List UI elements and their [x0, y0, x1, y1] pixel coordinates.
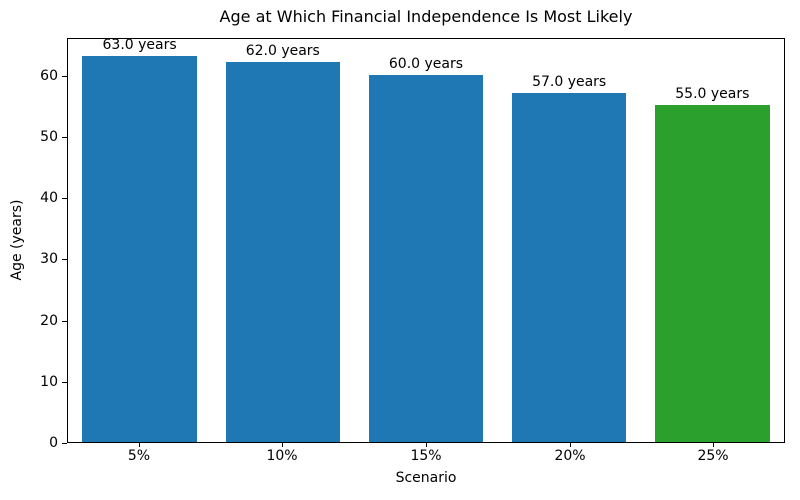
y-tick-label: 30	[40, 251, 58, 267]
y-axis-label: Age (years)	[9, 199, 25, 281]
x-axis-label: Scenario	[395, 470, 457, 486]
y-tick-mark	[62, 137, 67, 138]
bar-value-label: 60.0 years	[388, 55, 464, 72]
x-tick-label: 10%	[266, 448, 298, 464]
bar-15%	[368, 74, 484, 442]
chart-title: Age at Which Financial Independence Is M…	[219, 7, 633, 26]
x-tick-label: 25%	[697, 448, 729, 464]
bar-slot-15%: 60.0 years	[354, 39, 497, 442]
y-tick-mark	[62, 443, 67, 444]
bar-slot-5%: 63.0 years	[68, 37, 211, 442]
x-tick-mark	[282, 443, 283, 447]
x-tick-label: 15%	[410, 448, 442, 464]
y-tick-label: 60	[40, 68, 58, 84]
y-tick-mark	[62, 382, 67, 383]
x-tick-mark	[713, 443, 714, 447]
x-tick-mark	[139, 443, 140, 447]
y-tick-mark	[62, 76, 67, 77]
x-tick-label: 5%	[127, 448, 151, 464]
bar-slot-10%: 62.0 years	[211, 39, 354, 442]
plot-area: 63.0 years 62.0 years 60.0 years 57.0 years…	[67, 37, 785, 443]
bar-10%	[225, 62, 341, 442]
x-tick-mark	[426, 443, 427, 447]
bar-5%	[82, 56, 197, 442]
y-tick-mark	[62, 321, 67, 322]
y-tick-label: 0	[49, 435, 58, 451]
y-tick-label: 20	[40, 313, 58, 329]
bars-container: 63.0 years 62.0 years 60.0 years 57.0 years…	[68, 37, 784, 442]
bar-slot-20%: 57.0 years	[498, 39, 641, 442]
y-tick-mark	[62, 198, 67, 199]
bar-value-label: 57.0 years	[532, 74, 607, 91]
bar-25%	[655, 105, 770, 442]
bar-slot-25%: 55.0 years	[641, 39, 784, 442]
bar-value-label: 63.0 years	[102, 37, 177, 54]
y-tick-mark	[62, 259, 67, 260]
y-tick-label: 50	[40, 129, 58, 145]
bar-value-label: 62.0 years	[245, 43, 320, 60]
x-tick-label: 20%	[554, 448, 586, 464]
bar-value-label: 55.0 years	[675, 86, 750, 103]
y-tick-label: 40	[40, 190, 58, 206]
bar-20%	[511, 93, 627, 442]
y-tick-label: 10	[40, 374, 58, 390]
x-tick-mark	[570, 443, 571, 447]
